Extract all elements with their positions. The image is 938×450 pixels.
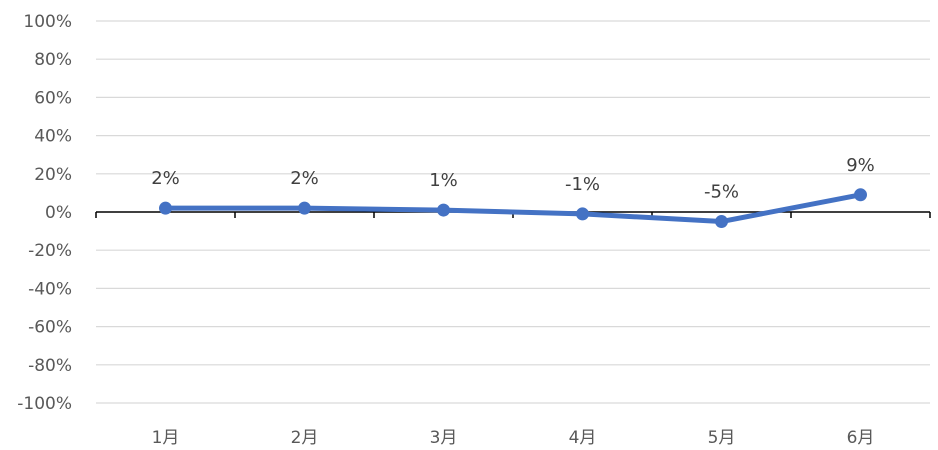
y-axis-tick-labels: 100% 80% 60% 40% 20% 0% -20% -40% -60% -80% -100% xyxy=(17,12,72,414)
data-point xyxy=(715,215,728,229)
gridlines xyxy=(96,20,930,404)
data-label: 2% xyxy=(290,168,319,189)
x-tick-label: 4月 xyxy=(569,428,597,448)
data-point xyxy=(576,207,589,221)
y-tick-label: -20% xyxy=(28,241,72,261)
x-axis-tick-labels: 1月 2月 3月 4月 5月 6月 xyxy=(152,428,875,448)
data-label: -1% xyxy=(565,174,600,195)
x-tick-label: 6月 xyxy=(847,428,875,448)
data-label: -5% xyxy=(704,182,739,203)
x-tick-label: 1月 xyxy=(152,428,180,448)
data-point xyxy=(159,201,172,215)
y-tick-label: -80% xyxy=(28,356,72,376)
data-label: 2% xyxy=(151,168,180,189)
y-tick-label: -60% xyxy=(28,318,72,338)
series xyxy=(159,188,867,229)
y-tick-label: 0% xyxy=(45,203,72,223)
data-point xyxy=(437,203,450,217)
data-point xyxy=(298,201,311,215)
x-tick-label: 5月 xyxy=(708,428,736,448)
x-tick-label: 3月 xyxy=(430,428,458,448)
data-point xyxy=(854,188,867,202)
y-tick-label: -100% xyxy=(17,394,72,414)
y-tick-label: 100% xyxy=(23,12,72,32)
data-label: 9% xyxy=(846,155,875,176)
data-label: 1% xyxy=(429,170,458,191)
x-tick-label: 2月 xyxy=(291,428,319,448)
series-line xyxy=(163,192,863,225)
data-labels: 2% 2% 1% -1% -5% 9% xyxy=(151,155,875,203)
y-tick-label: 20% xyxy=(34,165,72,185)
y-tick-label: -40% xyxy=(28,279,72,299)
y-tick-label: 40% xyxy=(34,127,72,147)
y-tick-label: 80% xyxy=(34,50,72,70)
y-tick-label: 60% xyxy=(34,88,72,108)
